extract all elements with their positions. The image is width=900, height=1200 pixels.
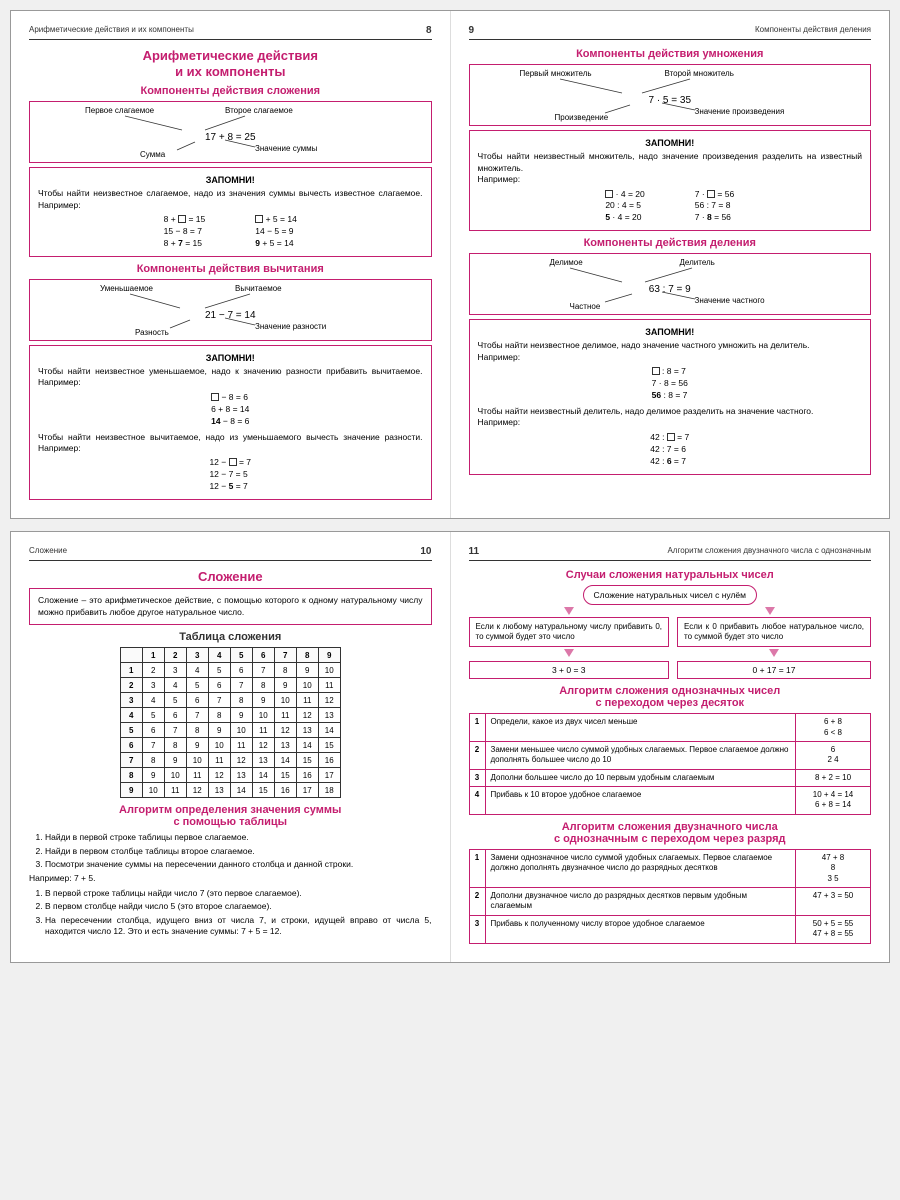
addition-definition: Сложение – это арифметическое действие, … [29,588,432,625]
multiplication-remember: ЗАПОМНИ! Чтобы найти неизвестный множите… [469,130,872,231]
addition-table-title: Таблица сложения [29,631,432,643]
multiplication-components-title: Компоненты действия умножения [469,48,872,60]
addition-remember: ЗАПОМНИ! Чтобы найти неизвестное слагаем… [29,167,432,257]
running-head: 9 Компоненты действия деления [469,25,872,40]
sum-algorithm-title-1: Алгоритм определения значения суммы [29,804,432,816]
arrow-down-icon [564,649,574,657]
multiplication-diagram: Первый множитель Второй множитель 7 · 5 … [469,64,872,126]
division-remember: ЗАПОМНИ! Чтобы найти неизвестное делимое… [469,319,872,474]
running-head: Сложение 10 [29,546,432,561]
running-head: Арифметические действия и их компоненты … [29,25,432,40]
subtraction-components-title: Компоненты действия вычитания [29,263,432,275]
arrow-down-icon [769,649,779,657]
subtraction-remember: ЗАПОМНИ! Чтобы найти неизвестное уменьша… [29,345,432,500]
running-text: Компоненты действия деления [755,25,871,36]
main-title-2: и их компоненты [29,64,432,79]
main-title-1: Арифметические действия [29,48,432,63]
algorithm-2-table: 1Замени однозначное число суммой удобных… [469,849,872,944]
addition-title: Сложение [29,569,432,584]
two-digit-algo-title-1: Алгоритм сложения двузначного числа [469,821,872,833]
spread-8-9: Арифметические действия и их компоненты … [10,10,890,519]
single-digit-algo-title-1: Алгоритм сложения однозначных чисел [469,685,872,697]
addition-table: 1234567891234567891023456789101134567891… [120,647,341,798]
algorithm-steps: Найди в первой строке таблицы первое сла… [29,832,432,870]
algorithm-1-table: 1Определи, какое из двух чисел меньше6 +… [469,713,872,815]
arrow-down-icon [765,607,775,615]
page-number: 9 [469,25,475,36]
subtraction-diagram: Уменьшаемое Вычитаемое 21 − 7 = 14 Разно… [29,279,432,341]
addition-diagram: Первое слагаемое Второе слагаемое 17 + 8… [29,101,432,163]
division-diagram: Делимое Делитель 63 : 7 = 9 Частное Знач… [469,253,872,315]
sum-algorithm-title-2: с помощью таблицы [29,816,432,828]
running-head: 11 Алгоритм сложения двузначного числа с… [469,546,872,561]
flow-pair: Если к любому натуральному числу прибави… [469,617,872,679]
division-components-title: Компоненты действия деления [469,237,872,249]
page-9: 9 Компоненты действия деления Компоненты… [451,11,890,518]
arrow-down-icon [564,607,574,615]
page-number: 8 [426,25,432,36]
two-digit-algo-title-2: с однозначным с переходом через разряд [469,833,872,845]
running-text: Арифметические действия и их компоненты [29,25,194,36]
flow-top: Сложение натуральных чисел с нулём [583,585,758,605]
page-10: Сложение 10 Сложение Сложение – это ариф… [11,532,451,961]
addition-components-title: Компоненты действия сложения [29,85,432,97]
spread-10-11: Сложение 10 Сложение Сложение – это ариф… [10,531,890,962]
single-digit-algo-title-2: с переходом через десяток [469,697,872,709]
example-steps: В первой строке таблицы найди число 7 (э… [29,888,432,938]
page-11: 11 Алгоритм сложения двузначного числа с… [451,532,890,961]
page-8: Арифметические действия и их компоненты … [11,11,451,518]
natural-addition-cases-title: Случаи сложения натуральных чисел [469,569,872,581]
